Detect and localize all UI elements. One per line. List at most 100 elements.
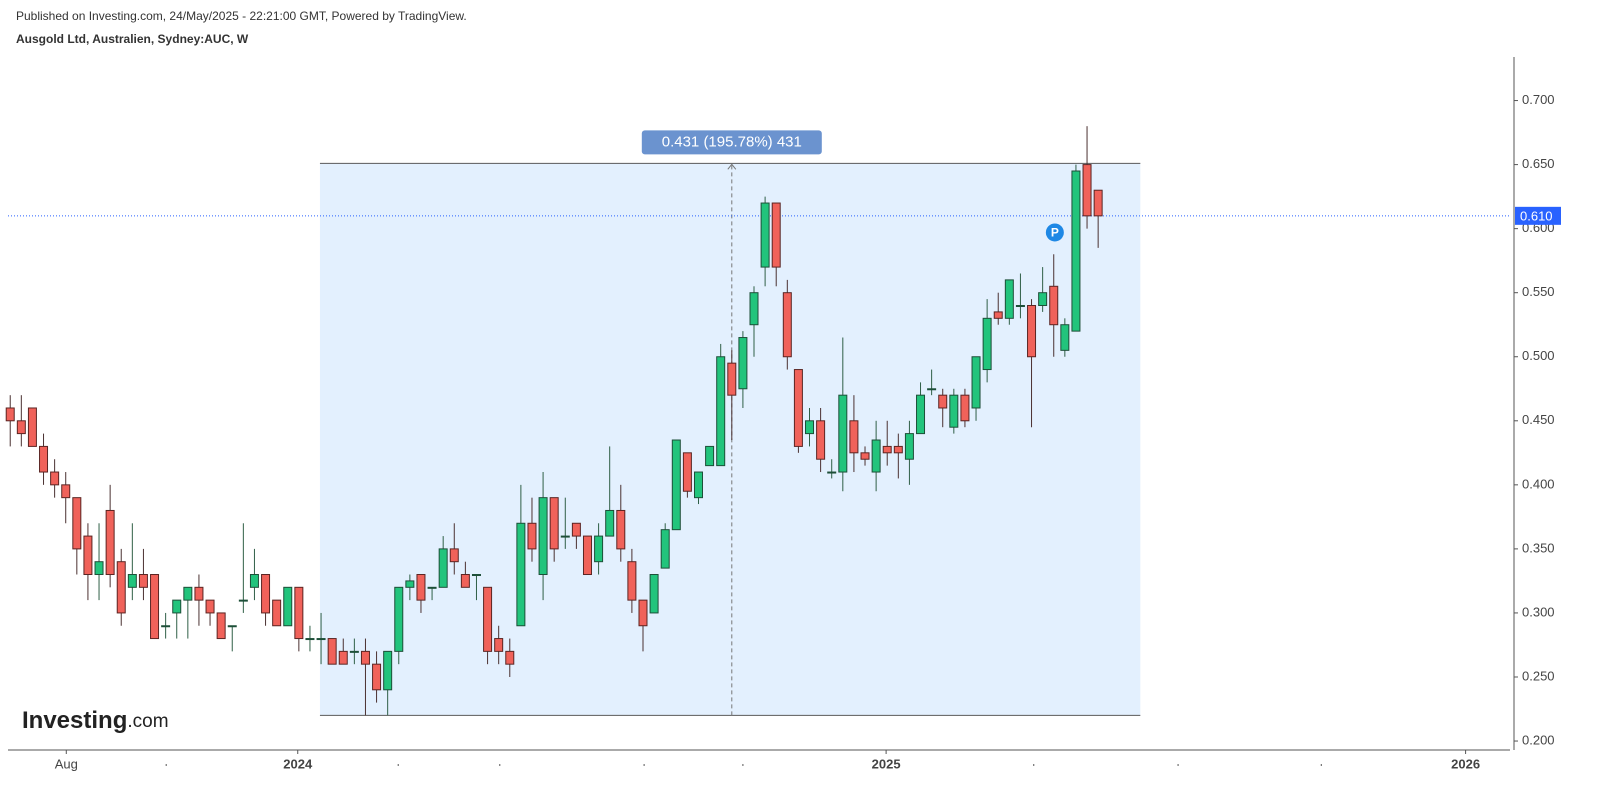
candle-body [693,471,703,499]
y-tick-label: 0.650 [1522,156,1555,171]
candle-body [571,522,581,537]
candle-body [805,420,815,435]
candle-body [1093,189,1103,217]
symbol-title: Ausgold Ltd, Australien, Sydney:AUC, W [16,32,249,46]
candle-body [927,388,937,391]
candle-body [27,407,37,447]
candle-body [627,561,637,601]
range-box [319,163,1141,716]
candle-body [505,650,515,665]
candle-body [960,394,970,422]
price-label-box [1515,206,1561,225]
range-label: 0.431 (195.78%) 431 [662,133,802,150]
candle-body [50,471,60,486]
candle-body [261,574,271,614]
y-tick-label: 0.200 [1522,732,1555,747]
candle-body [61,484,71,499]
candle-body [916,394,926,435]
candle-body [238,599,248,602]
candle-body [838,394,848,473]
candle-body [205,599,215,614]
candle-body [771,202,781,268]
candle-body [272,599,282,627]
candle-body [793,369,803,447]
y-tick-label: 0.700 [1522,92,1555,107]
candle-body [605,509,615,537]
logo-name: Investing [22,707,127,734]
range-arrow-head [727,163,737,170]
candle-body [394,586,404,652]
candle-body [716,356,726,467]
candle-body [305,638,315,641]
candle-body [1060,324,1070,351]
candle-body [1015,305,1025,308]
y-tick-label: 0.500 [1522,348,1555,363]
candle-body [183,586,193,601]
y-tick-label: 0.450 [1522,412,1555,427]
marker-label: P [1051,226,1059,240]
candle-body [227,625,237,628]
logo-suffix: .com [127,711,168,732]
candle-body [638,599,648,627]
candle-body [338,650,348,665]
candle-body [982,317,992,371]
candle-body [971,356,981,409]
logo: Investing.com [22,707,169,734]
candle-body [938,394,948,409]
candle-body [16,420,26,435]
candle-body [860,452,870,460]
candle-body [549,497,559,550]
candle-body [1049,285,1059,326]
candle-body [1027,305,1037,358]
candle-body [105,509,115,576]
candle-body [827,471,837,474]
candle-body [749,292,759,326]
candle-body [494,638,504,652]
candle-body [871,439,881,473]
candle-body [294,586,304,640]
candle-body [5,407,15,422]
published-note: Published on Investing.com, 24/May/2025 … [16,9,467,23]
candle-body [904,433,914,460]
x-tick-label: 2026 [1451,756,1480,771]
candle-body [83,535,93,576]
candle-body [705,445,715,467]
candle-body [438,548,448,588]
candle-body [327,638,337,665]
candle-body [671,439,681,531]
candle-body [150,574,160,640]
candle-body [349,650,359,653]
candle-body [882,445,892,454]
candle-body [738,337,748,390]
y-tick-label: 0.350 [1522,540,1555,555]
candle-body [360,650,370,665]
candle-body [194,586,204,601]
candle-body [1038,292,1048,307]
candle-body [582,535,592,576]
candle-body [283,586,293,627]
candle-body [427,586,437,589]
candle-body [161,625,171,628]
candle-body [649,574,659,614]
y-tick-label: 0.300 [1522,604,1555,619]
candle-body [616,509,626,550]
candle-body [471,574,481,577]
candle-body [372,663,382,691]
candle-body [782,292,792,358]
candle-body [594,535,604,563]
x-tick-label: 2024 [283,756,313,771]
y-tick-label: 0.400 [1522,476,1555,491]
candle-body [449,548,459,563]
candle-body [660,529,670,569]
x-tick-label: 2025 [872,756,901,771]
candle-body [760,202,770,268]
candle-body [416,574,426,601]
candle-body [538,497,548,576]
candle-body [72,497,82,550]
candle-body [893,445,903,454]
candle-body [483,586,493,652]
candle-body [405,580,415,588]
candle-body [816,420,826,460]
candle-body [460,574,470,588]
